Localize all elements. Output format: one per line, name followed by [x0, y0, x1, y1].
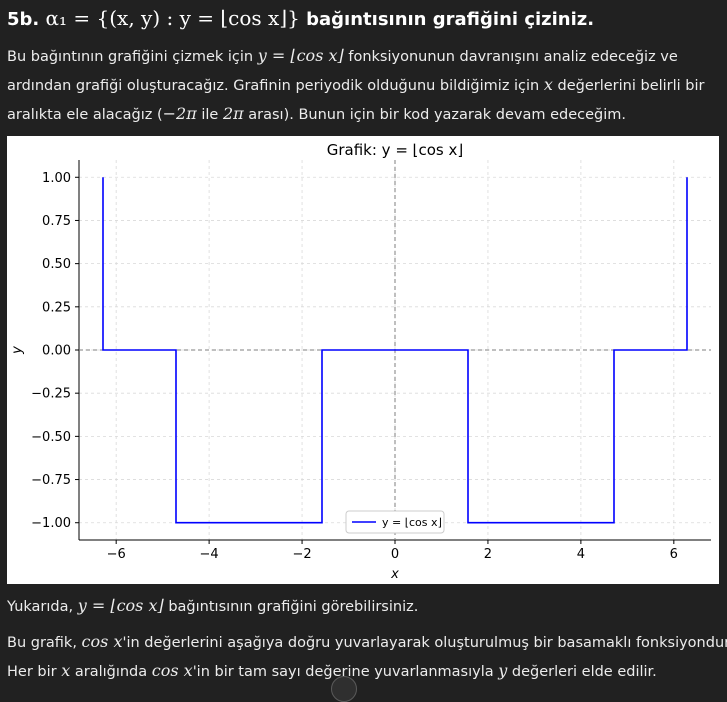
inline-math: y = ⌊cos x⌋: [257, 46, 344, 65]
y-tick-label: −0.50: [31, 430, 71, 445]
legend-box: [345, 510, 445, 534]
inline-math: 2π: [222, 104, 244, 123]
y-tick-label: 1.00: [42, 171, 71, 186]
explanation-text: 'in bir tam sayı değerine yuvarlanmasıyl…: [192, 664, 494, 680]
x-tick-label: 2: [484, 547, 492, 562]
heading-text: bağıntısının grafiğini çiziniz.: [306, 9, 595, 30]
explanation-text: Bu grafik,: [7, 635, 77, 651]
intro-paragraph: Bu bağıntının grafiğini çizmek için y = …: [7, 42, 722, 129]
y-tick-label: −0.25: [31, 387, 71, 402]
scroll-down-button[interactable]: [331, 676, 357, 702]
floor-cos-chart: −6 −4 −2 0 2 4 6 1.00 0.75 0.50 0.25 0.00 −0.25 −0.50…: [10, 141, 711, 582]
inline-math: y: [498, 661, 508, 680]
inline-math: cos x: [151, 661, 193, 680]
x-tick-label: −6: [107, 547, 126, 562]
x-tick-label: −4: [200, 547, 219, 562]
legend-label: y = ⌊cos x⌋: [382, 516, 442, 529]
chart-image: −6 −4 −2 0 2 4 6 1.00 0.75 0.50 0.25 0.00 −0.25 −0.50…: [7, 136, 719, 584]
x-tick-label: 4: [577, 547, 585, 562]
y-tick-label: 0.00: [42, 344, 71, 359]
explanation-paragraph: Bu grafik, cos x'in değerlerini aşağıya …: [7, 628, 727, 686]
y-tick-label: 0.25: [42, 300, 71, 315]
result-paragraph: Yukarıda, y = ⌊cos x⌋ bağıntısının grafi…: [7, 592, 722, 621]
y-tick-label: 0.50: [42, 257, 71, 272]
explanation-line-2: Her bir x aralığında cos x'in bir tam sa…: [7, 657, 722, 686]
explanation-text: değerleri elde edilir.: [511, 664, 657, 680]
explanation-text: aralığında: [74, 664, 148, 680]
inline-math: cos x: [81, 632, 123, 651]
explanation-text: Her bir: [7, 664, 57, 680]
result-text: Yukarıda,: [7, 599, 74, 615]
heading-number: 5b.: [7, 9, 40, 30]
result-text: bağıntısının grafiğini görebilirsiniz.: [168, 599, 419, 615]
intro-text: ardından grafiği oluşturacağız. Grafinin…: [7, 78, 540, 94]
intro-text: değerlerini belirli bir: [557, 78, 705, 94]
inline-math: −2π: [162, 104, 197, 123]
chart-title: Grafik: y = ⌊cos x⌋: [327, 141, 464, 159]
intro-text: arası). Bunun için bir kod yazarak devam…: [248, 107, 627, 123]
intro-text: ile: [201, 107, 219, 123]
intro-text: fonksiyonunun davranışını analiz edeceği…: [348, 49, 678, 65]
x-tick-label: −2: [292, 547, 311, 562]
intro-text: Bu bağıntının grafiğini çizmek için: [7, 49, 254, 65]
series-line: [102, 177, 688, 524]
inline-math: x: [61, 661, 71, 680]
intro-line-3: aralıkta ele alacağız (−2π ile 2π arası)…: [7, 100, 722, 129]
section-heading: 5b. α₁ = {(x, y) : y = ⌊cos x⌋} bağıntıs…: [7, 6, 722, 30]
explanation-text: 'in değerlerini aşağıya doğru yuvarlayar…: [122, 635, 727, 651]
intro-text: aralıkta ele alacağız (: [7, 107, 163, 123]
intro-line-2: ardından grafiği oluşturacağız. Grafinin…: [7, 71, 722, 100]
y-tick-label: −1.00: [31, 516, 71, 531]
x-axis-label: x: [390, 567, 399, 582]
inline-math: y = ⌊cos x⌋: [77, 596, 164, 615]
heading-math: α₁ = {(x, y) : y = ⌊cos x⌋}: [45, 6, 300, 30]
explanation-line-1: Bu grafik, cos x'in değerlerini aşağıya …: [7, 628, 727, 657]
x-tick-label: 6: [670, 547, 678, 562]
inline-math: x: [543, 75, 553, 94]
y-tick-label: 0.75: [42, 214, 71, 229]
intro-line-1: Bu bağıntının grafiğini çizmek için y = …: [7, 42, 722, 71]
x-tick-label: 0: [391, 547, 399, 562]
y-tick-label: −0.75: [31, 473, 71, 488]
y-axis-label: y: [10, 346, 25, 355]
